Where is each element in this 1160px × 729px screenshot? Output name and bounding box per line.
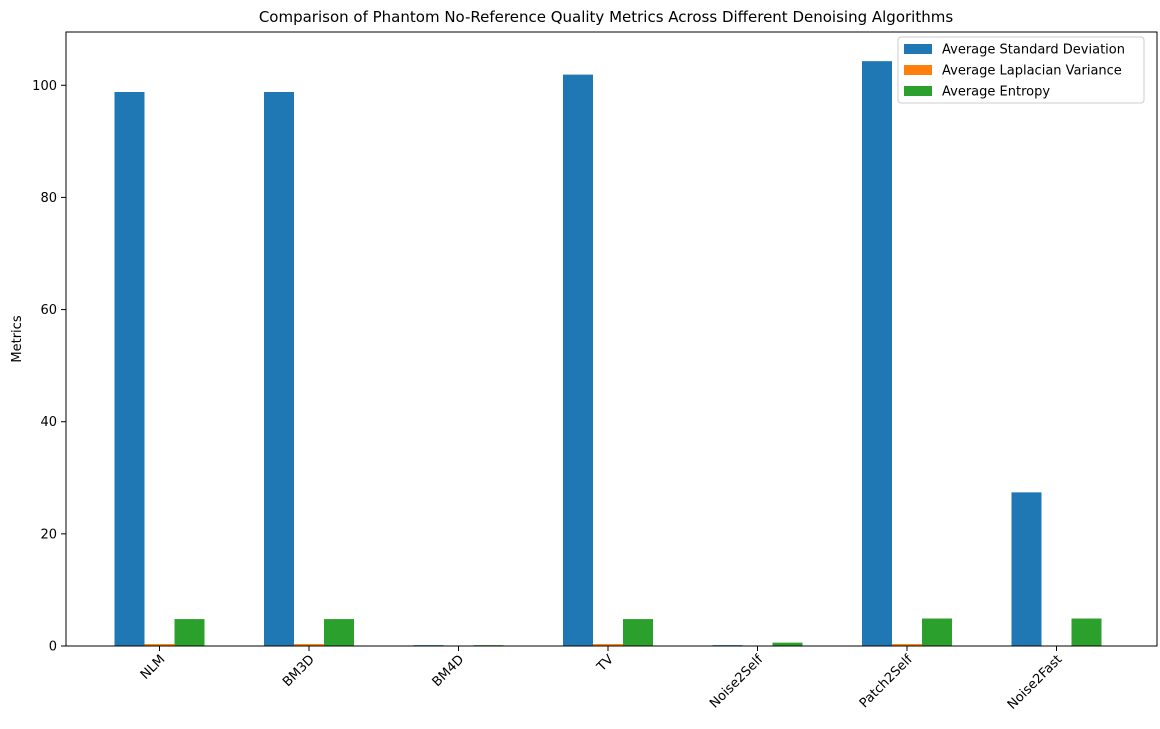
bar-bm3d-series-2 (294, 644, 324, 646)
bar-nlm-series-1 (114, 92, 145, 646)
y-tick-label: 40 (40, 415, 57, 430)
legend: Average Standard Deviation Average Laplac… (897, 36, 1145, 104)
legend-swatch-1 (904, 44, 932, 54)
bar-bm3d-series-3 (324, 619, 354, 646)
legend-swatch-3 (904, 86, 932, 96)
x-tick-label: TV (594, 652, 617, 675)
bar-patch2self-series-2 (892, 644, 922, 646)
y-tick-label: 100 (32, 79, 57, 94)
bar-tv-series-1 (563, 74, 593, 647)
bar-noise2fast-series-3 (1071, 618, 1102, 646)
plot-frame (65, 31, 1158, 647)
x-tick-label: Patch2Self (857, 652, 916, 711)
legend-swatch-2 (904, 65, 932, 75)
y-tick-label: 80 (40, 191, 57, 206)
bars-layer (114, 61, 1102, 647)
x-tick-label: BM3D (280, 652, 318, 690)
y-tick-label: 20 (40, 527, 57, 542)
axes-layer: NLM BM3D BM4D TV Noise2Self Patch2Self Noise2F… (32, 31, 1158, 713)
x-tick-label: BM4D (430, 652, 468, 690)
y-axis-label: Metrics (10, 315, 25, 362)
legend-label-2: Average Laplacian Variance (942, 64, 1122, 79)
x-tick-label: Noise2Self (707, 652, 767, 712)
bar-noise2fast-series-1 (1011, 492, 1042, 646)
legend-label-3: Average Entropy (942, 85, 1050, 100)
legend-box (897, 36, 1145, 104)
bar-tv-series-3 (623, 619, 653, 646)
bar-patch2self-series-1 (862, 61, 892, 647)
y-tick-label: 0 (49, 640, 57, 655)
bar-bm3d-series-1 (264, 92, 294, 646)
bar-noise2self-series-3 (772, 642, 803, 646)
bar-nlm-series-2 (144, 644, 175, 646)
x-tick-label: Noise2Fast (1005, 652, 1065, 712)
chart-title: Comparison of Phantom No-Reference Quali… (259, 8, 953, 26)
x-tick-label: NLM (138, 652, 169, 683)
bar-tv-series-2 (593, 644, 623, 646)
y-tick-label: 60 (40, 303, 57, 318)
bar-nlm-series-3 (174, 619, 205, 646)
bar-patch2self-series-3 (922, 618, 952, 646)
legend-label-1: Average Standard Deviation (942, 43, 1125, 58)
